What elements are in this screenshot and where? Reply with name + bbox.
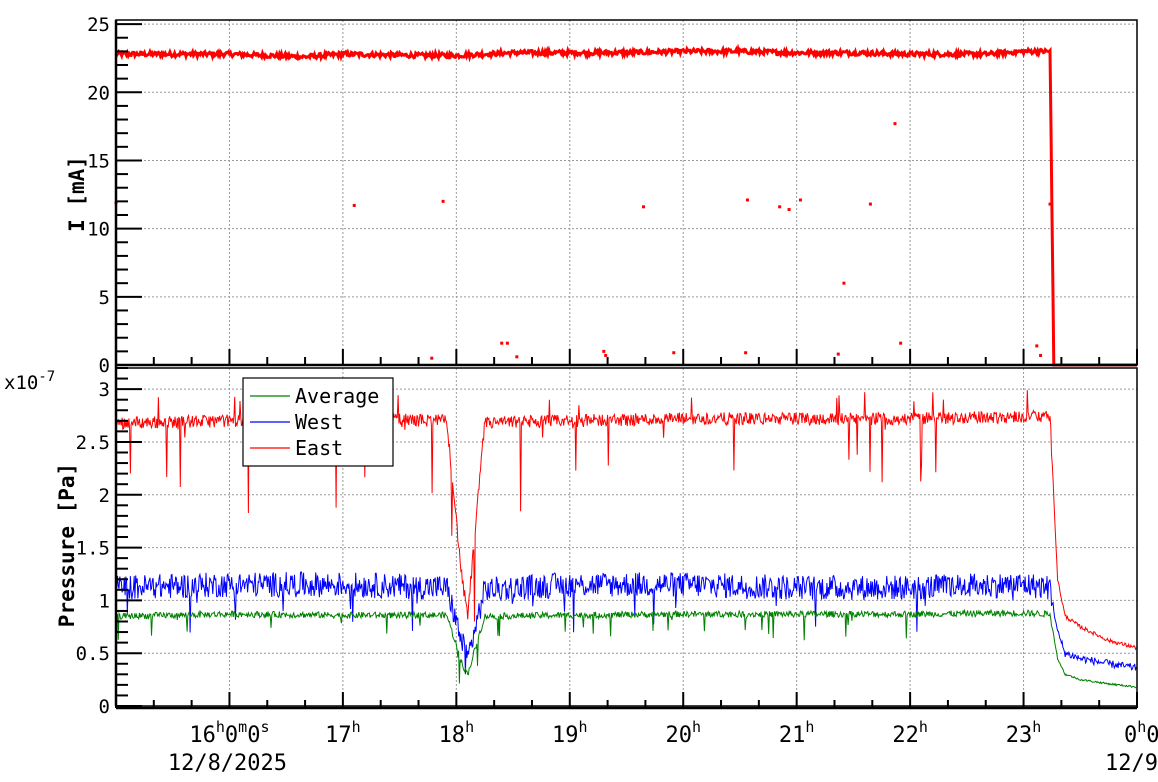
current-outlier-point — [352, 203, 356, 207]
top-y-axis-title: I [mA] — [65, 156, 89, 232]
current-series-line — [114, 43, 1137, 367]
x-tick-label: 0h0 — [1124, 718, 1158, 748]
data-marks — [114, 43, 1137, 689]
x-tick-label: 22h — [892, 718, 928, 748]
current-outlier-point — [500, 341, 504, 345]
current-outlier-point — [642, 205, 646, 209]
current-outlier-point — [899, 341, 903, 345]
current-outlier-point — [604, 353, 608, 357]
current-outlier-point — [744, 351, 748, 355]
x-tick-label: 16h0m0s — [189, 718, 269, 748]
pressure-series-west — [115, 571, 1137, 675]
y-tick-label: 20 — [87, 82, 110, 104]
x-date-label: 12/9/2025 — [1105, 751, 1158, 776]
legend-label-east: East — [295, 436, 343, 460]
x-tick-label: 19h — [552, 718, 588, 748]
y-tick-label: 0 — [99, 355, 110, 377]
y-tick-label: 0.5 — [76, 643, 110, 665]
current-outlier-point — [441, 199, 445, 203]
tick-labels: 0 5 10 15 20 25 0 0.5 1 1.5 2 2.5 3 16h0m0s 17h 18h 19h 2… — [76, 14, 1158, 776]
current-outlier-point — [893, 122, 897, 126]
x-tick-label: 17h — [325, 718, 361, 748]
current-outlier-point — [778, 205, 782, 209]
legend-label-average: Average — [295, 384, 379, 408]
x-tick-label: 20h — [665, 718, 701, 748]
axes — [114, 19, 1138, 710]
current-outlier-point — [746, 198, 750, 202]
current-outlier-point — [515, 355, 519, 359]
y-tick-label: 3 — [99, 379, 110, 401]
current-outlier-point — [836, 352, 840, 356]
y-tick-label: 2 — [99, 485, 110, 507]
current-outlier-point — [1048, 202, 1052, 206]
legend-label-west: West — [295, 410, 343, 434]
x-tick-label: 21h — [779, 718, 815, 748]
current-outlier-point — [672, 351, 676, 355]
y-exponent-label: x10-7 — [4, 369, 55, 394]
current-outlier-point — [842, 281, 846, 285]
current-outlier-point — [505, 341, 509, 345]
current-outlier-point — [1035, 344, 1039, 348]
current-outlier-point — [787, 208, 791, 212]
y-tick-label: 15 — [87, 150, 110, 172]
y-tick-label: 1 — [99, 590, 110, 612]
current-outlier-point — [430, 356, 434, 360]
bottom-y-axis-title: Pressure [Pa] — [55, 463, 79, 627]
y-tick-label: 2.5 — [76, 432, 110, 454]
grid — [115, 20, 1138, 707]
y-tick-label: 5 — [99, 287, 110, 309]
x-tick-label: 18h — [439, 718, 475, 748]
y-tick-label: 0 — [99, 696, 110, 718]
y-tick-label: 25 — [87, 14, 110, 36]
x-date-label: 12/8/2025 — [168, 751, 287, 776]
top-plot-frame — [115, 19, 1138, 366]
current-outlier-point — [1039, 353, 1043, 357]
pressure-series-average — [115, 608, 1137, 689]
legend: Average West East — [242, 377, 394, 467]
current-outlier-point — [868, 202, 872, 206]
current-outlier-point — [798, 198, 802, 202]
y-tick-label: 1.5 — [76, 538, 110, 560]
y-tick-label: 10 — [87, 219, 110, 241]
x-tick-label: 23h — [1006, 718, 1042, 748]
current-outlier-point — [602, 349, 606, 353]
